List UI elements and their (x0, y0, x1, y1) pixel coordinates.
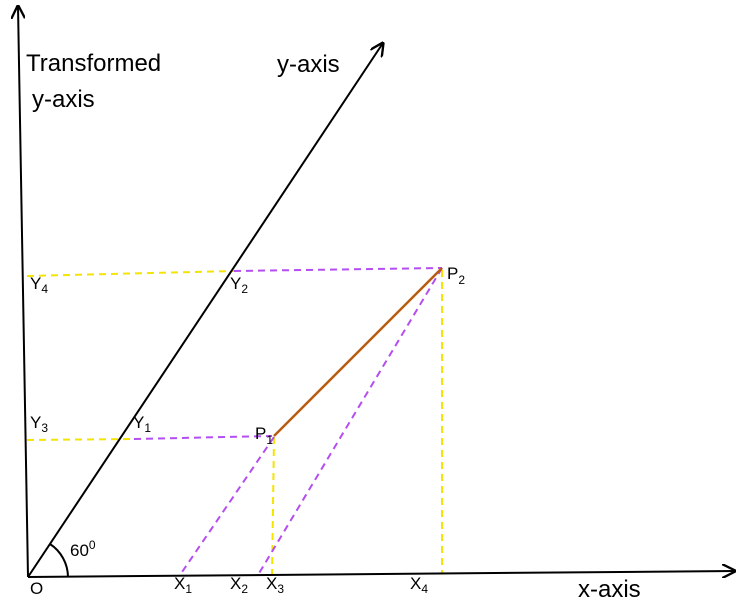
y4-label: Y4 (30, 274, 48, 296)
y3-label: Y3 (30, 413, 48, 435)
origin-label: O (30, 579, 43, 598)
p1-subscript: 1 (266, 433, 273, 447)
x-axis-label: x-axis (578, 576, 641, 603)
x3-letter: X (266, 574, 277, 593)
p2-label: P2 (447, 264, 465, 287)
x3-label: X3 (266, 574, 284, 596)
y2-to-p2-line (233, 267, 443, 272)
y3-letter: Y (30, 413, 41, 432)
x2-label: X2 (230, 574, 248, 596)
p1-letter: P (255, 424, 266, 443)
p1-label: P1 (255, 424, 273, 447)
x3-subscript: 3 (277, 582, 284, 596)
angle-arc (49, 543, 69, 578)
p2-to-x2-line (257, 267, 443, 576)
x-axis (27, 571, 735, 577)
y3-to-y1-line (26, 438, 135, 441)
x1-label: X1 (174, 574, 192, 596)
y4-letter: Y (30, 274, 41, 293)
axes (18, 6, 735, 577)
y4-subscript: 4 (41, 282, 48, 296)
transformed-y-axis (18, 6, 29, 578)
x1-letter: X (174, 574, 185, 593)
y3-subscript: 3 (41, 421, 48, 435)
y1-label: Y1 (133, 413, 151, 435)
angle-value: 60 (70, 541, 89, 560)
y-axis-label: y-axis (277, 51, 340, 78)
p1-to-x1-line (179, 436, 275, 576)
yellow-projection-lines (26, 270, 443, 577)
y1-to-p1-line (133, 435, 273, 440)
p2-letter: P (447, 264, 458, 283)
y2-label: Y2 (230, 274, 248, 296)
angle-degree-sup: 0 (89, 538, 96, 552)
transformed-y-axis-label-line2: y-axis (32, 86, 95, 113)
x1-subscript: 1 (185, 582, 192, 596)
y2-letter: Y (230, 274, 241, 293)
x4-label: X4 (410, 574, 428, 596)
p1-to-x3-line (271, 436, 275, 577)
angle-label: 600 (70, 538, 96, 560)
transformed-y-axis-label-line1: Transformed (26, 50, 161, 77)
y4-to-y2-line (26, 270, 235, 277)
x2-letter: X (230, 574, 241, 593)
x2-subscript: 2 (241, 582, 248, 596)
x4-letter: X (410, 574, 421, 593)
violet-projection-lines (133, 267, 443, 576)
y1-letter: Y (133, 413, 144, 432)
x4-subscript: 4 (421, 582, 428, 596)
y2-subscript: 2 (241, 282, 248, 296)
segment-p1-p2 (273, 267, 443, 437)
p2-subscript: 2 (458, 273, 465, 287)
y-axis-60deg (27, 43, 383, 578)
y1-subscript: 1 (144, 421, 151, 435)
